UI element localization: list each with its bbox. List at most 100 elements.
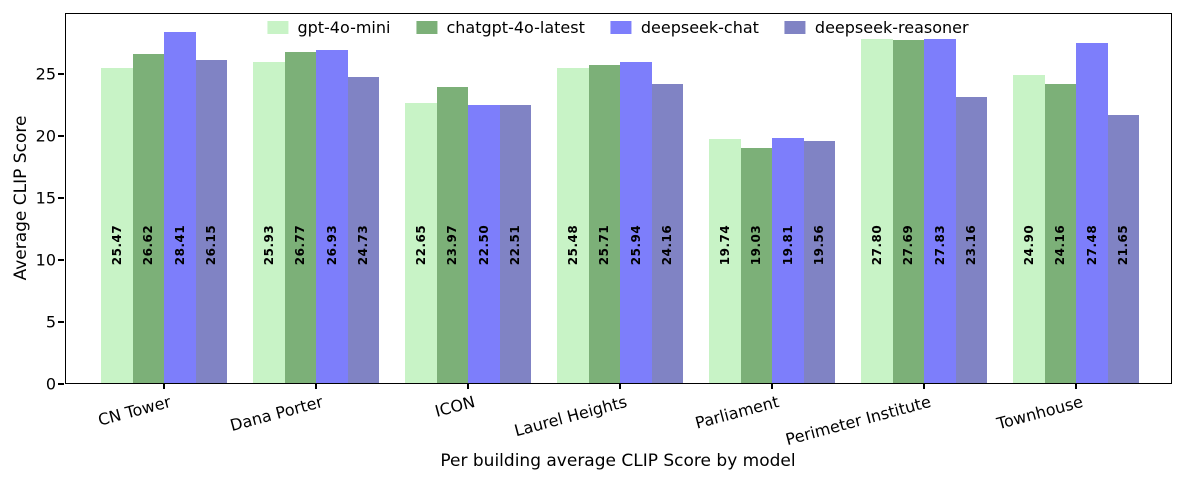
- bar: 24.90: [1013, 75, 1045, 384]
- bar: 27.83: [924, 38, 956, 384]
- y-tick-label: 15: [35, 188, 56, 208]
- x-tick-label: Dana Porter: [227, 392, 325, 436]
- y-axis-tick: [58, 135, 64, 137]
- bar: 26.93: [316, 49, 348, 384]
- y-axis-tick: [58, 321, 64, 323]
- bar-value-label: 27.48: [1084, 224, 1099, 266]
- bar-value-label: 26.93: [324, 224, 339, 266]
- bar-value-label: 22.50: [476, 224, 491, 266]
- bar: 25.94: [620, 62, 652, 384]
- bar: 22.50: [468, 104, 500, 384]
- x-axis-label: Per building average CLIP Score by model: [440, 451, 796, 471]
- x-axis-tick: [163, 384, 165, 389]
- bar-value-label: 25.47: [109, 224, 124, 266]
- bar: 24.16: [1044, 84, 1076, 384]
- legend-item: deepseek-chat: [610, 18, 759, 37]
- bar: 26.15: [195, 59, 227, 384]
- bar: 21.65: [1107, 115, 1139, 384]
- bar-value-label: 25.48: [565, 224, 580, 266]
- bar: 19.81: [772, 138, 804, 384]
- bar: 27.69: [892, 40, 924, 384]
- bar-value-label: 21.65: [1116, 224, 1131, 266]
- bar: 25.48: [557, 67, 589, 384]
- bar-group: 19.74 19.03 19.81 19.56: [709, 13, 835, 384]
- bar-value-label: 24.90: [1021, 224, 1036, 266]
- x-axis-tick: [467, 384, 469, 389]
- bar: 24.16: [651, 84, 683, 384]
- bar-value-label: 27.83: [932, 224, 947, 266]
- y-tick-label: 25: [35, 64, 56, 84]
- legend-swatch: [784, 21, 806, 34]
- bar: 22.65: [405, 102, 437, 384]
- legend-label: deepseek-reasoner: [814, 18, 969, 37]
- bar: 28.41: [164, 31, 196, 384]
- bar: 27.80: [861, 39, 893, 384]
- bar-group: 22.65 23.97 22.50 22.51: [405, 13, 531, 384]
- x-axis-tick: [1075, 384, 1077, 389]
- y-axis-tick: [58, 383, 64, 385]
- legend-swatch: [267, 21, 289, 34]
- bar-value-label: 27.69: [901, 224, 916, 266]
- bar-value-label: 19.56: [812, 224, 827, 266]
- x-axis-tick: [619, 384, 621, 389]
- bar-group: 24.90 24.16 27.48 21.65: [1013, 13, 1139, 384]
- bar: 26.62: [132, 53, 164, 384]
- y-tick-label: 10: [35, 250, 56, 270]
- legend: gpt-4o-mini chatgpt-4o-latest deepseek-cha…: [261, 16, 975, 39]
- legend-item: deepseek-reasoner: [784, 18, 969, 37]
- bar-value-label: 24.73: [356, 224, 371, 266]
- bar: 23.97: [436, 86, 468, 384]
- bar: 19.74: [709, 139, 741, 384]
- bar-value-label: 23.97: [445, 224, 460, 266]
- y-axis-tick: [58, 73, 64, 75]
- bar: 23.16: [955, 96, 987, 384]
- bar-value-label: 24.16: [1053, 224, 1068, 266]
- bar-value-label: 19.74: [717, 224, 732, 266]
- bar-value-label: 26.62: [141, 224, 156, 266]
- x-axis-tick: [771, 384, 773, 389]
- bar-group: 25.48 25.71 25.94 24.16: [557, 13, 683, 384]
- legend-label: deepseek-chat: [640, 18, 759, 37]
- y-axis-tick: [58, 259, 64, 261]
- bar: 25.47: [101, 67, 133, 384]
- x-tick-label: Perimeter Institute: [783, 392, 933, 450]
- x-tick-label: Laurel Heights: [512, 392, 629, 441]
- bar: 25.93: [253, 62, 285, 384]
- bar-value-label: 22.51: [508, 224, 523, 266]
- bar-value-label: 28.41: [172, 224, 187, 266]
- bar-value-label: 19.03: [749, 224, 764, 266]
- bar-group: 25.93 26.77 26.93 24.73: [253, 13, 379, 384]
- bar-value-label: 26.15: [204, 224, 219, 266]
- x-tick-label: Parliament: [693, 392, 781, 433]
- x-tick-label: Townhouse: [994, 392, 1085, 434]
- x-axis-tick: [923, 384, 925, 389]
- y-axis-tick: [58, 197, 64, 199]
- bar-value-label: 24.16: [660, 224, 675, 266]
- bar: 24.73: [347, 77, 379, 384]
- bar: 19.03: [740, 147, 772, 384]
- plot-area: 25.47 26.62 28.41 26.15 25.93 26.77 26.93 24.73…: [65, 13, 1172, 384]
- bar-value-label: 25.71: [597, 224, 612, 266]
- bar: 27.48: [1076, 43, 1108, 384]
- bar: 25.71: [588, 65, 620, 384]
- x-tick-label: CN Tower: [95, 392, 173, 430]
- bar-value-label: 26.77: [293, 224, 308, 266]
- bar: 26.77: [284, 51, 316, 384]
- bar-value-label: 25.93: [261, 224, 276, 266]
- bar-group: 27.80 27.69 27.83 23.16: [861, 13, 987, 384]
- legend-item: chatgpt-4o-latest: [416, 18, 585, 37]
- bar-value-label: 19.81: [780, 224, 795, 266]
- legend-swatch: [610, 21, 632, 34]
- y-tick-label: 20: [35, 126, 56, 146]
- bar: 19.56: [803, 141, 835, 384]
- legend-label: gpt-4o-mini: [297, 18, 391, 37]
- legend-item: gpt-4o-mini: [267, 18, 390, 37]
- y-tick-label: 0: [45, 374, 56, 394]
- y-tick-label: 5: [45, 312, 56, 332]
- legend-label: chatgpt-4o-latest: [446, 18, 585, 37]
- x-axis-tick: [315, 384, 317, 389]
- legend-swatch: [416, 21, 438, 34]
- x-tick-label: ICON: [432, 392, 477, 421]
- bar-value-label: 23.16: [964, 224, 979, 266]
